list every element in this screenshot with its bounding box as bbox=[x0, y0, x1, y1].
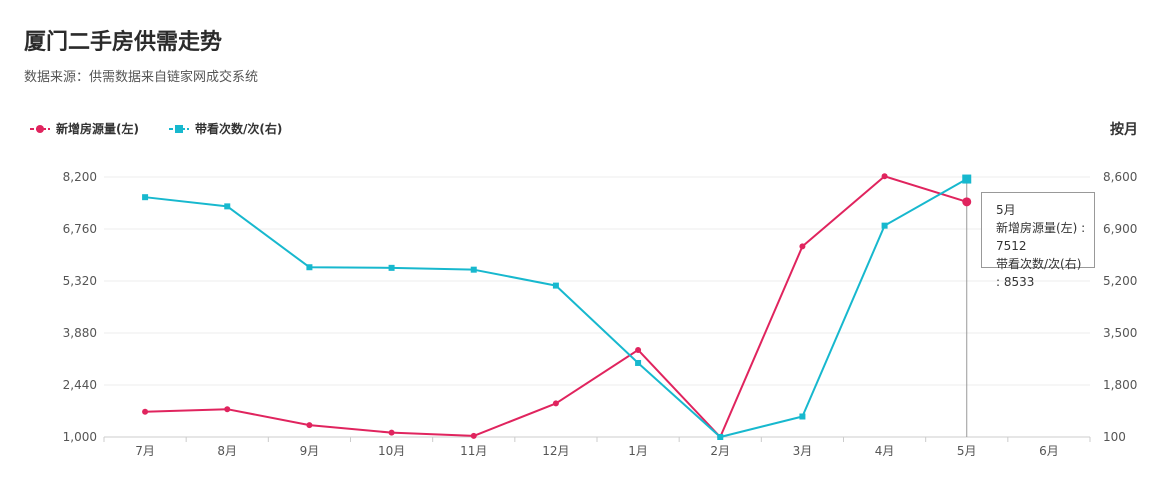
y-left-tick-label: 6,760 bbox=[63, 222, 97, 236]
x-tick-label: 1月 bbox=[628, 444, 648, 458]
tooltip: 5月 新增房源量(左) : 7512 带看次数/次(右) : 8533 bbox=[981, 192, 1095, 268]
y-right-tick-label: 100 bbox=[1103, 430, 1126, 444]
data-point-new-listings bbox=[635, 347, 641, 353]
y-right-tick-label: 3,500 bbox=[1103, 326, 1137, 340]
y-left-tick-label: 3,880 bbox=[63, 326, 97, 340]
x-tick-label: 11月 bbox=[460, 444, 487, 458]
series-line-viewings bbox=[145, 179, 967, 437]
y-left-tick-label: 1,000 bbox=[63, 430, 97, 444]
data-point-viewings bbox=[471, 267, 477, 273]
data-point-new-listings bbox=[306, 422, 312, 428]
y-right-tick-label: 1,800 bbox=[1103, 378, 1137, 392]
data-point-new-listings bbox=[389, 430, 395, 436]
y-right-tick-label: 5,200 bbox=[1103, 274, 1137, 288]
data-point-new-listings bbox=[224, 406, 230, 412]
x-tick-label: 7月 bbox=[135, 444, 155, 458]
data-point-viewings bbox=[553, 283, 559, 289]
data-point-viewings bbox=[224, 203, 230, 209]
data-point-new-listings bbox=[962, 197, 971, 206]
y-left-tick-label: 8,200 bbox=[63, 170, 97, 184]
x-tick-label: 10月 bbox=[378, 444, 405, 458]
y-left-tick-label: 2,440 bbox=[63, 378, 97, 392]
data-point-viewings bbox=[142, 194, 148, 200]
y-right-tick-label: 8,600 bbox=[1103, 170, 1137, 184]
tooltip-title: 5月 bbox=[996, 201, 1086, 219]
data-point-viewings bbox=[717, 434, 723, 440]
data-point-viewings bbox=[882, 223, 888, 229]
data-point-new-listings bbox=[471, 433, 477, 439]
x-tick-label: 2月 bbox=[710, 444, 730, 458]
data-point-new-listings bbox=[553, 400, 559, 406]
data-point-new-listings bbox=[142, 409, 148, 415]
data-point-new-listings bbox=[799, 243, 805, 249]
x-tick-label: 12月 bbox=[542, 444, 569, 458]
x-tick-label: 6月 bbox=[1039, 444, 1059, 458]
series-line-new-listings bbox=[145, 176, 967, 437]
data-point-new-listings bbox=[882, 173, 888, 179]
data-point-viewings bbox=[306, 264, 312, 270]
x-tick-label: 8月 bbox=[217, 444, 237, 458]
data-point-viewings bbox=[799, 414, 805, 420]
x-tick-label: 9月 bbox=[300, 444, 320, 458]
y-left-tick-label: 5,320 bbox=[63, 274, 97, 288]
data-point-viewings bbox=[389, 265, 395, 271]
data-point-viewings bbox=[635, 360, 641, 366]
x-tick-label: 5月 bbox=[957, 444, 977, 458]
tooltip-line-viewings: 带看次数/次(右) : 8533 bbox=[996, 255, 1086, 291]
data-point-viewings bbox=[962, 175, 971, 184]
x-tick-label: 3月 bbox=[793, 444, 813, 458]
y-right-tick-label: 6,900 bbox=[1103, 222, 1137, 236]
tooltip-line-new-listings: 新增房源量(左) : 7512 bbox=[996, 219, 1086, 255]
x-tick-label: 4月 bbox=[875, 444, 895, 458]
